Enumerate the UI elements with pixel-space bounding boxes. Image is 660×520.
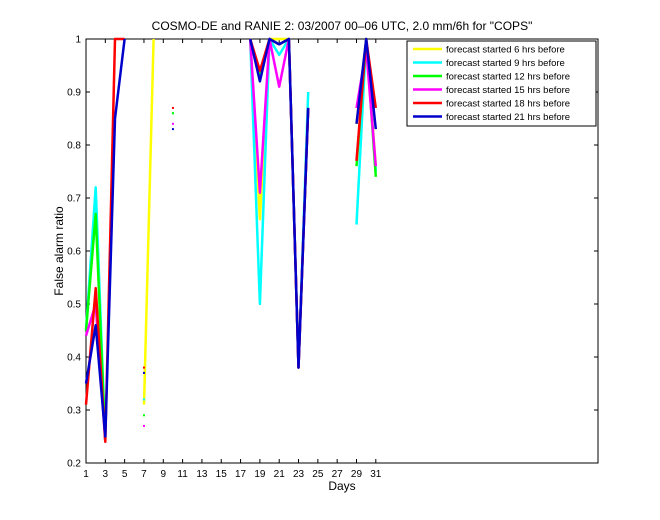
legend-entry-label: forecast started 6 hrs before bbox=[446, 45, 565, 56]
legend-entry-label: forecast started 9 hrs before bbox=[446, 58, 565, 69]
series-point bbox=[142, 414, 145, 417]
x-tick-label: 7 bbox=[141, 469, 147, 480]
series-line bbox=[84, 37, 125, 444]
series-line bbox=[142, 38, 155, 405]
y-axis: 0.2 0.3 0.4 0.5 0.6 0.7 0.8 0.9 1 bbox=[67, 35, 598, 470]
series-point bbox=[142, 398, 145, 401]
legend: forecast started 6 hrs before forecast st… bbox=[406, 40, 597, 127]
x-axis: 1 3 5 7 9 11 13 15 17 19 21 23 25 27 29 31 bbox=[83, 39, 382, 480]
y-tick-label: 0.2 bbox=[67, 459, 81, 470]
series-lines bbox=[84, 37, 378, 444]
x-tick-label: 1 bbox=[83, 469, 89, 480]
x-axis-label: Days bbox=[328, 479, 355, 493]
y-tick-label: 0.8 bbox=[67, 141, 81, 152]
x-tick-label: 25 bbox=[312, 469, 324, 480]
x-tick-label: 9 bbox=[161, 469, 167, 480]
x-tick-label: 19 bbox=[254, 469, 266, 480]
y-tick-label: 0.3 bbox=[67, 406, 81, 417]
x-tick-label: 11 bbox=[177, 469, 188, 480]
series-line bbox=[248, 37, 310, 369]
x-tick-label: 21 bbox=[274, 469, 286, 480]
x-tick-label: 15 bbox=[216, 469, 228, 480]
x-tick-label: 13 bbox=[196, 469, 208, 480]
x-tick-label: 29 bbox=[351, 469, 363, 480]
x-tick-label: 23 bbox=[293, 469, 305, 480]
series-point bbox=[142, 366, 145, 369]
y-tick-label: 0.5 bbox=[67, 300, 81, 311]
series-line bbox=[84, 38, 126, 438]
y-tick-label: 0.6 bbox=[67, 247, 81, 258]
chart-title: COSMO-DE and RANIE 2: 03/2007 00–06 UTC,… bbox=[152, 19, 533, 33]
legend-entry-label: forecast started 21 hrs before bbox=[446, 112, 570, 123]
series-point bbox=[142, 371, 145, 374]
legend-entry-label: forecast started 12 hrs before bbox=[446, 72, 570, 83]
series-point bbox=[142, 424, 145, 427]
series-point bbox=[171, 122, 174, 125]
series-point bbox=[171, 106, 174, 109]
x-tick-label: 27 bbox=[332, 469, 344, 480]
legend-entry-label: forecast started 18 hrs before bbox=[446, 99, 570, 110]
series-point bbox=[171, 128, 174, 131]
x-tick-label: 31 bbox=[370, 469, 382, 480]
series-line bbox=[355, 37, 378, 130]
x-tick-label: 5 bbox=[122, 469, 128, 480]
y-tick-label: 1 bbox=[75, 35, 81, 46]
x-tick-label: 17 bbox=[235, 469, 247, 480]
y-tick-label: 0.7 bbox=[67, 194, 81, 205]
legend-box bbox=[406, 40, 597, 127]
y-tick-label: 0.4 bbox=[67, 353, 81, 364]
series-6 bbox=[84, 37, 378, 438]
series-point bbox=[171, 112, 174, 115]
legend-entry-label: forecast started 15 hrs before bbox=[446, 85, 570, 96]
series-line bbox=[84, 212, 107, 442]
y-axis-label: False alarm ratio bbox=[52, 206, 66, 296]
y-tick-label: 0.9 bbox=[67, 88, 81, 99]
x-tick-label: 3 bbox=[103, 469, 109, 480]
